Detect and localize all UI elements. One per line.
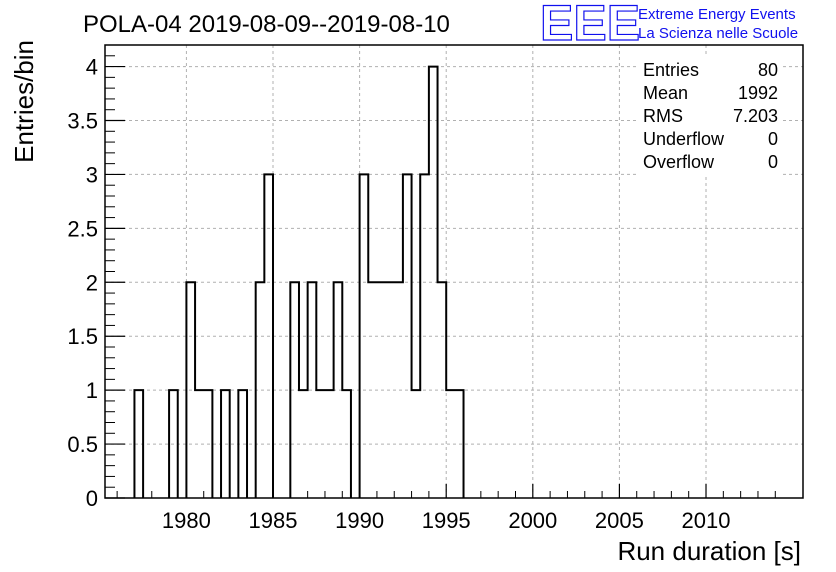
y-tick-label: 2.5	[67, 216, 98, 241]
histogram-outline	[133, 65, 465, 498]
histogram-bin	[342, 390, 351, 498]
histogram-bin	[429, 67, 438, 498]
logo-line-1: Extreme Energy Events	[638, 6, 796, 23]
x-tick-label: 1980	[162, 508, 211, 533]
stats-label: RMS	[643, 106, 683, 126]
stats-label: Entries	[643, 60, 699, 80]
y-tick-label: 0.5	[67, 432, 98, 457]
y-tick-label: 3.5	[67, 109, 98, 134]
y-axis-title: Entries/bin	[9, 40, 39, 163]
stats-box: Entries 80 Mean 1992 RMS 7.203 Underflow 0 Overf…	[639, 55, 781, 177]
y-tick-label: 1	[86, 378, 98, 403]
histogram-bin	[446, 390, 455, 498]
stats-value: 0	[768, 152, 778, 172]
histogram-bin	[316, 390, 325, 498]
histogram-bin	[377, 282, 386, 498]
histogram-bin	[455, 390, 464, 498]
y-tick-label: 0	[86, 486, 98, 511]
histogram-bin	[221, 390, 230, 498]
chart-title: POLA-04 2019-08-09--2019-08-10	[83, 11, 450, 38]
histogram-bin	[403, 174, 412, 498]
axis-ticks	[105, 55, 776, 499]
histogram-bin	[438, 282, 447, 498]
histogram-bin	[238, 390, 247, 498]
y-tick-label: 2	[86, 270, 98, 295]
x-tick-label: 1995	[422, 508, 471, 533]
histogram-bin	[394, 282, 403, 498]
logo-mark: EEE	[540, 0, 640, 51]
histogram-bin	[299, 390, 308, 498]
eee-logo: EEE Extreme Energy Events La Scienza nel…	[539, 0, 798, 52]
histogram-bin	[325, 390, 334, 498]
histogram-bin	[368, 282, 377, 498]
logo-line-2: La Scienza nelle Scuole	[638, 25, 798, 42]
y-tick-labels: 0 0.5 1 1.5 2 2.5 3 3.5 4	[67, 55, 98, 511]
x-tick-label: 2000	[508, 508, 557, 533]
histogram-bin	[308, 282, 317, 498]
stats-box-frame	[639, 55, 781, 177]
histogram-bin	[412, 390, 421, 498]
histogram-bin	[204, 390, 213, 498]
histogram-bin	[169, 390, 178, 498]
histogram-bin	[290, 282, 299, 498]
histogram-bin	[334, 282, 343, 498]
histogram-bin	[195, 390, 204, 498]
histogram-bin	[264, 174, 273, 498]
x-tick-label: 2010	[682, 508, 731, 533]
histogram-bin	[360, 174, 369, 498]
stats-label: Mean	[643, 83, 688, 103]
histogram-bin	[386, 282, 395, 498]
y-tick-label: 3	[86, 162, 98, 187]
histogram-bin	[420, 174, 429, 498]
histogram-bin	[256, 282, 265, 498]
stats-label: Underflow	[643, 129, 725, 149]
x-tick-label: 2005	[595, 508, 644, 533]
y-tick-label: 1.5	[67, 324, 98, 349]
stats-value: 80	[758, 60, 778, 80]
stats-value: 7.203	[733, 106, 778, 126]
x-tick-labels: 1980 1985 1990 1995 2000 2005 2010	[162, 508, 731, 533]
stats-value: 1992	[738, 83, 778, 103]
x-axis-title: Run duration [s]	[617, 536, 801, 566]
x-tick-label: 1990	[335, 508, 384, 533]
histogram-bin	[134, 390, 143, 498]
stats-label: Overflow	[643, 152, 715, 172]
histogram-bin	[186, 282, 195, 498]
stats-value: 0	[768, 129, 778, 149]
y-tick-label: 4	[86, 55, 98, 80]
x-tick-label: 1985	[249, 508, 298, 533]
